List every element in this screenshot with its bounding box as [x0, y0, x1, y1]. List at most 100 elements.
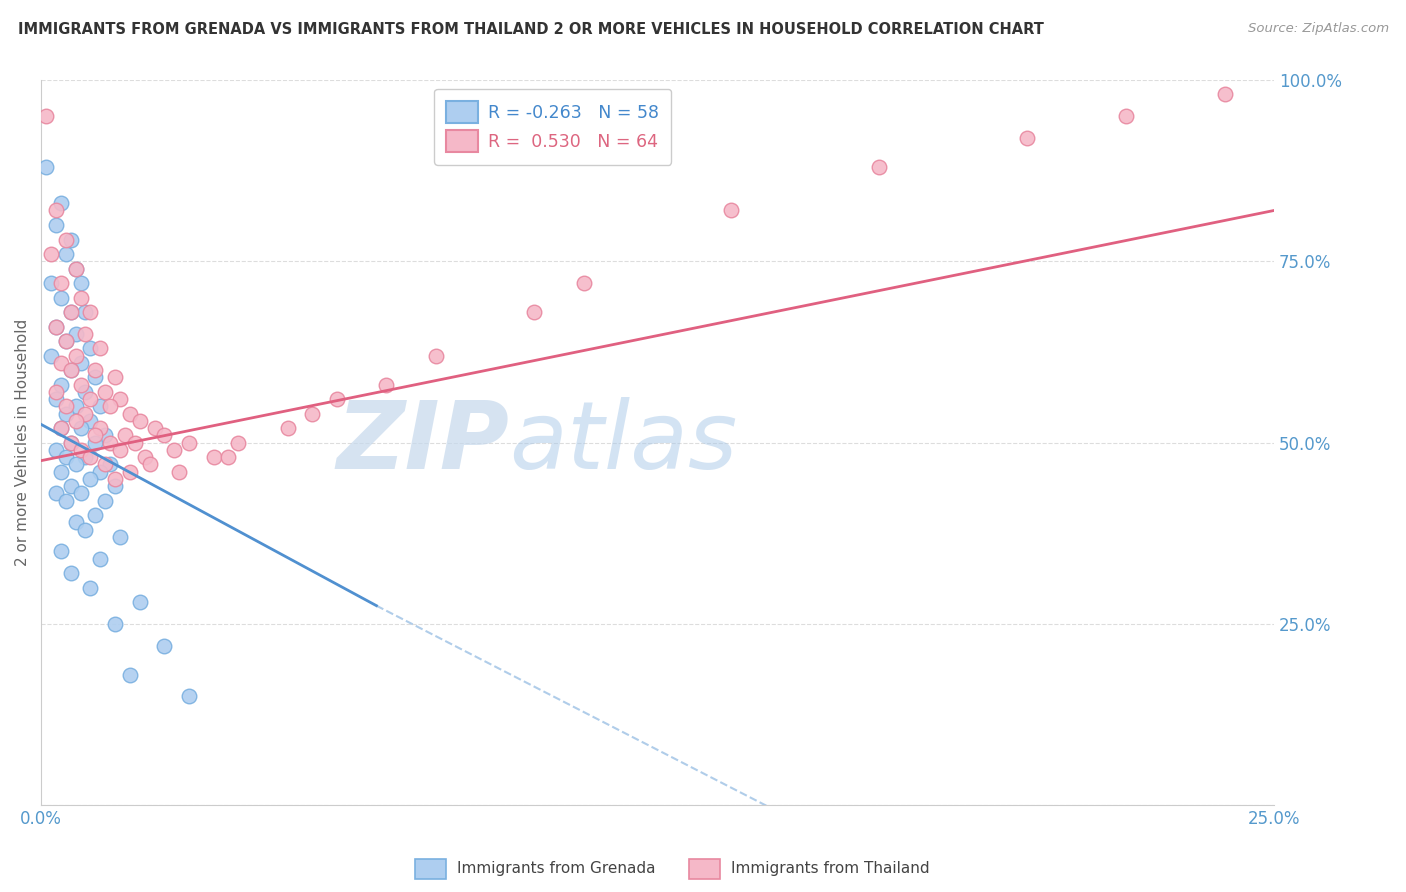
Point	[45, 392, 67, 406]
Y-axis label: 2 or more Vehicles in Household: 2 or more Vehicles in Household	[15, 319, 30, 566]
Point	[55, 399, 77, 413]
Point	[425, 349, 447, 363]
Point	[79, 472, 101, 486]
Point	[98, 435, 121, 450]
Point	[84, 363, 107, 377]
Point	[55, 334, 77, 348]
Point	[45, 486, 67, 500]
Point	[79, 305, 101, 319]
Point	[118, 407, 141, 421]
Point	[94, 493, 117, 508]
Point	[35, 109, 58, 123]
Text: atlas: atlas	[509, 397, 738, 488]
Point	[89, 551, 111, 566]
Point	[94, 428, 117, 442]
Point	[98, 457, 121, 471]
Point	[94, 457, 117, 471]
Point	[228, 435, 250, 450]
Text: IMMIGRANTS FROM GRENADA VS IMMIGRANTS FROM THAILAND 2 OR MORE VEHICLES IN HOUSEH: IMMIGRANTS FROM GRENADA VS IMMIGRANTS FR…	[18, 22, 1045, 37]
Point	[84, 508, 107, 522]
Point	[39, 247, 62, 261]
Point	[65, 399, 87, 413]
Point	[84, 370, 107, 384]
Point	[89, 399, 111, 413]
Point	[104, 370, 127, 384]
Point	[65, 414, 87, 428]
Point	[59, 305, 82, 319]
Point	[177, 435, 200, 450]
Point	[177, 690, 200, 704]
Legend: R = -0.263   N = 58, R =  0.530   N = 64: R = -0.263 N = 58, R = 0.530 N = 64	[434, 88, 671, 164]
Point	[49, 421, 72, 435]
Point	[49, 421, 72, 435]
Point	[69, 377, 91, 392]
Point	[55, 493, 77, 508]
Point	[134, 450, 156, 464]
Point	[94, 384, 117, 399]
Point	[79, 341, 101, 355]
Point	[572, 276, 595, 290]
Point	[218, 450, 240, 464]
Text: Immigrants from Thailand: Immigrants from Thailand	[731, 862, 929, 876]
Point	[49, 377, 72, 392]
Point	[69, 442, 91, 457]
Point	[108, 530, 131, 544]
Point	[1213, 87, 1236, 102]
Point	[75, 326, 97, 341]
Point	[55, 232, 77, 246]
Point	[114, 428, 136, 442]
Point	[35, 160, 58, 174]
Point	[49, 356, 72, 370]
Point	[59, 363, 82, 377]
Point	[49, 276, 72, 290]
Point	[153, 428, 176, 442]
Point	[84, 428, 107, 442]
Point	[59, 479, 82, 493]
Point	[55, 334, 77, 348]
Point	[108, 392, 131, 406]
Point	[104, 479, 127, 493]
Point	[45, 218, 67, 232]
Point	[65, 349, 87, 363]
Point	[108, 442, 131, 457]
Point	[153, 639, 176, 653]
Point	[1017, 131, 1039, 145]
Point	[128, 414, 150, 428]
Point	[69, 291, 91, 305]
Point	[104, 472, 127, 486]
Point	[75, 384, 97, 399]
Point	[98, 399, 121, 413]
Point	[39, 276, 62, 290]
Point	[59, 305, 82, 319]
Point	[868, 160, 890, 174]
Point	[720, 203, 742, 218]
Point	[65, 261, 87, 276]
Point	[49, 465, 72, 479]
Point	[79, 450, 101, 464]
Point	[45, 319, 67, 334]
Point	[59, 435, 82, 450]
Point	[75, 305, 97, 319]
Point	[45, 319, 67, 334]
Point	[104, 616, 127, 631]
Point	[75, 523, 97, 537]
Point	[375, 377, 398, 392]
Point	[69, 486, 91, 500]
Point	[45, 203, 67, 218]
Point	[202, 450, 225, 464]
Point	[49, 196, 72, 211]
Point	[326, 392, 349, 406]
Point	[65, 326, 87, 341]
Point	[79, 414, 101, 428]
Point	[89, 465, 111, 479]
Point	[75, 450, 97, 464]
Point	[45, 384, 67, 399]
Point	[277, 421, 299, 435]
Text: Source: ZipAtlas.com: Source: ZipAtlas.com	[1249, 22, 1389, 36]
Point	[523, 305, 546, 319]
Point	[49, 291, 72, 305]
Point	[59, 232, 82, 246]
Point	[118, 465, 141, 479]
Point	[59, 566, 82, 580]
Point	[65, 261, 87, 276]
